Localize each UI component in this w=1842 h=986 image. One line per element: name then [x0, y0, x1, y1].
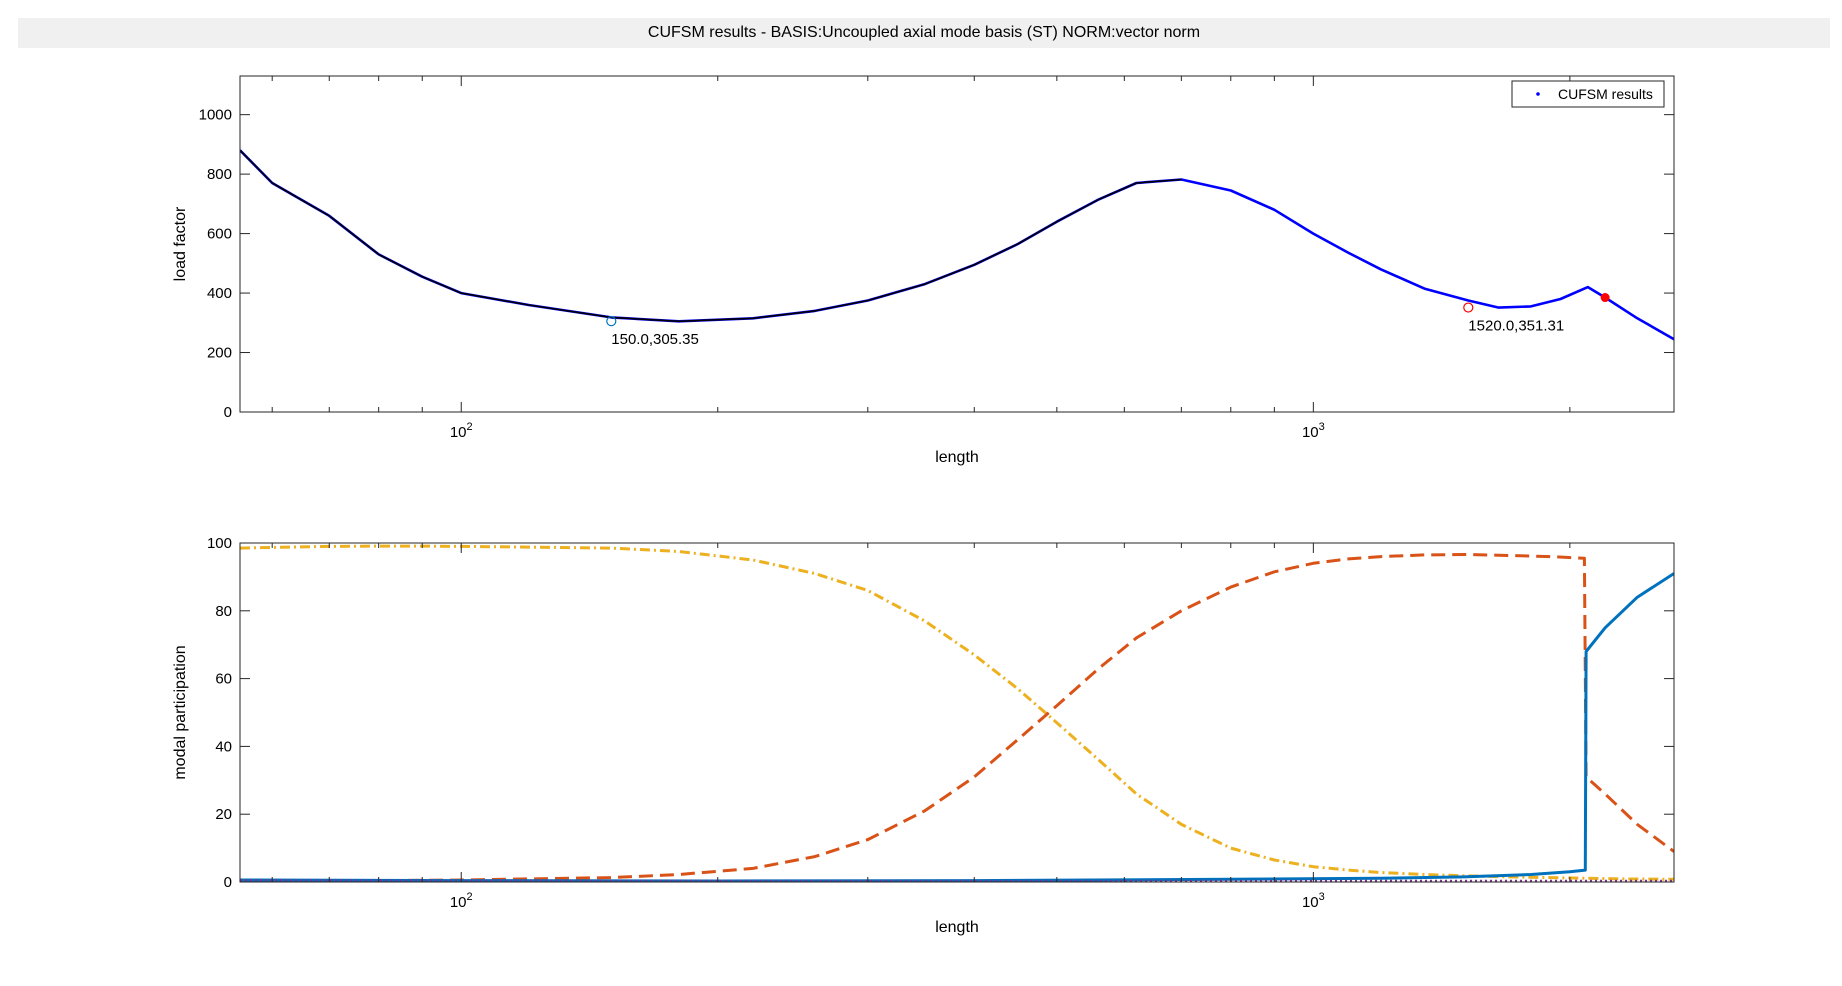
xtick-label-base: 10: [1302, 424, 1319, 441]
xtick-label-exponent: 2: [467, 891, 473, 903]
lf-y-axis-label: load factor: [172, 206, 189, 281]
mp-series-orange-line: [240, 553, 1674, 882]
lf-ytick-label: 800: [207, 166, 232, 183]
lf-axes-frame: [239, 75, 1675, 413]
lf-min-marker: [606, 316, 617, 327]
lf-ytick-label: 600: [207, 226, 232, 243]
lf-min-marker: [1463, 302, 1474, 313]
mp-y-axis-label: modal participation: [172, 645, 189, 779]
lf-min-marker-label: 150.0,305.35: [611, 331, 699, 348]
lf-ytick-label: 400: [207, 285, 232, 302]
xtick-label-exponent: 3: [1319, 891, 1325, 903]
lf-ytick-label: 1000: [199, 107, 232, 124]
legend-entry-label: CUFSM results: [1558, 86, 1653, 102]
lf-xtick-label: 102: [450, 421, 473, 441]
xtick-label-base: 10: [450, 424, 467, 441]
mp-ytick-label: 40: [215, 738, 232, 755]
mp-ytick-label: 100: [207, 535, 232, 552]
lf-series-cufsm-results-line: [240, 149, 1674, 341]
mp-axes-frame: [239, 542, 1675, 883]
mp-series-yellow-line: [240, 544, 1674, 881]
lf-legend: CUFSM results: [1511, 80, 1665, 108]
mp-ytick-label: 0: [224, 874, 232, 891]
mp-ytick-label: 80: [215, 603, 232, 620]
mp-series-light_blue-line: [240, 572, 1674, 882]
xtick-label-exponent: 3: [1319, 421, 1325, 433]
lf-ytick-label: 200: [207, 345, 232, 362]
xtick-label-base: 10: [450, 894, 467, 911]
figure-title-bar: CUFSM results - BASIS:Uncoupled axial mo…: [18, 18, 1830, 48]
mp-xtick-label: 103: [1302, 891, 1325, 911]
mp-x-axis-label: length: [935, 919, 979, 936]
lf-ytick-label: 0: [224, 404, 232, 421]
lf-selected-point-marker: [1600, 293, 1610, 303]
mp-ytick-label: 60: [215, 671, 232, 688]
mp-ytick-label: 20: [215, 806, 232, 823]
legend-marker: [1536, 92, 1540, 96]
lf-min-marker-label: 1520.0,351.31: [1468, 318, 1564, 335]
figure-title: CUFSM results - BASIS:Uncoupled axial mo…: [647, 24, 1201, 41]
xtick-label-exponent: 2: [467, 421, 473, 433]
lf-xtick-label: 103: [1302, 421, 1325, 441]
xtick-label-base: 10: [1302, 894, 1319, 911]
lf-x-axis-label: length: [935, 449, 979, 466]
load-factor-axes[interactable]: 150.0,305.35 1520.0,351.31 0 200 400 600 800 10…: [172, 75, 1675, 466]
mp-xtick-label: 102: [450, 891, 473, 911]
lf-series-black-line: [240, 149, 1182, 323]
